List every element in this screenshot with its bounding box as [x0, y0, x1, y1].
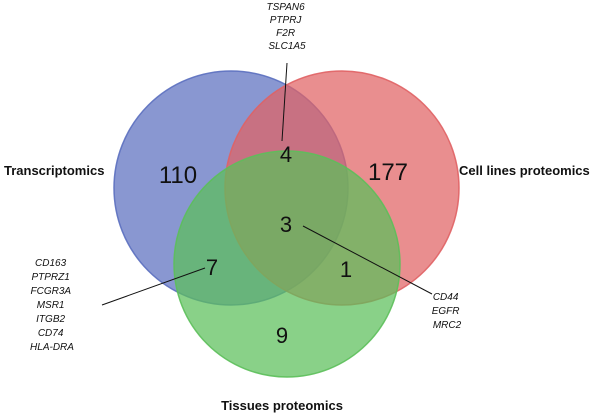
transcriptomics-label: Transcriptomics: [4, 163, 104, 178]
gene-list-all-three: CD44 EGFR MRC2: [432, 292, 463, 331]
gene-label: TSPAN6: [267, 2, 306, 13]
tissues-only-count: 9: [276, 323, 288, 348]
gene-label: PTPRJ: [270, 15, 303, 26]
all-three-count: 3: [280, 212, 292, 237]
gene-label: CD44: [433, 292, 459, 303]
gene-label: EGFR: [432, 306, 460, 317]
gene-label: CD74: [38, 328, 64, 339]
tissues-proteomics-label: Tissues proteomics: [221, 398, 343, 413]
gene-label: F2R: [276, 28, 295, 39]
gene-label: PTPRZ1: [31, 272, 69, 283]
gene-label: MSR1: [37, 300, 65, 311]
gene-label: MRC2: [433, 320, 462, 331]
gene-label: FCGR3A: [31, 286, 72, 297]
gene-list-transcriptomics-tissues: CD163 PTPRZ1 FCGR3A MSR1 ITGB2 CD74 HLA-…: [30, 258, 74, 353]
cell-lines-only-count: 177: [368, 159, 408, 186]
cell-lines-proteomics-label: Cell lines proteomics: [459, 163, 590, 178]
gene-label: ITGB2: [36, 314, 65, 325]
gene-label: HLA-DRA: [30, 342, 74, 353]
cell-lines-tissues-count: 1: [340, 257, 352, 282]
transcriptomics-tissues-count: 7: [206, 255, 218, 280]
gene-label: SLC1A5: [268, 41, 306, 52]
transcriptomics-only-count: 110: [159, 162, 197, 189]
gene-list-transcriptomics-cell-lines: TSPAN6 PTPRJ F2R SLC1A5: [267, 2, 308, 52]
gene-label: CD163: [35, 258, 67, 269]
transcriptomics-cell-lines-count: 4: [280, 142, 292, 167]
